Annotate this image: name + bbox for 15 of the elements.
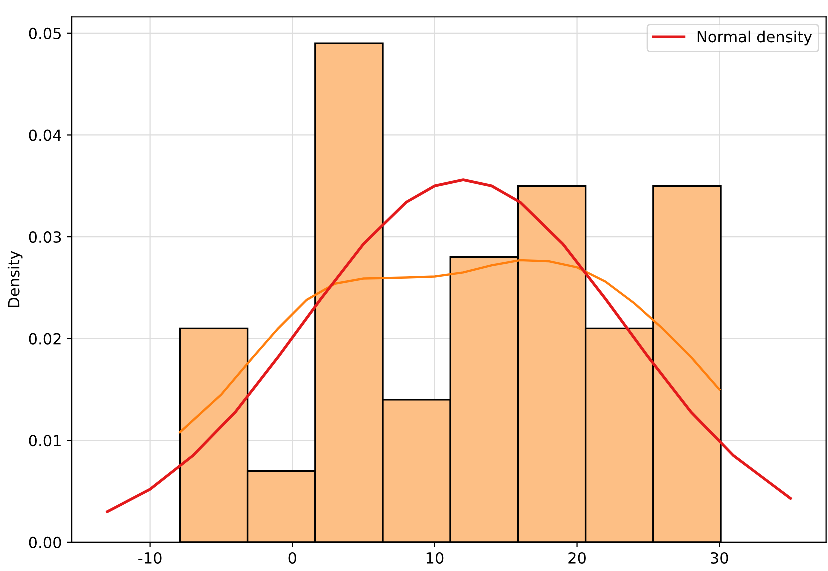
y-tick-label: 0.02 [29,333,61,345]
y-tick-label: 0.00 [29,536,62,548]
y-tick-label: 0.05 [29,28,61,40]
line-series [106,178,792,514]
y-axis-title: Density [8,251,23,308]
x-tick-label: 20 [568,552,586,564]
y-tick-label: 0.01 [29,435,61,447]
x-tick-label: 0 [288,552,296,564]
y-tick-label: 0.04 [29,130,62,142]
x-tick-label: 10 [426,552,444,564]
line-series [179,259,721,434]
x-tick-label: -10 [138,552,162,564]
legend-label: Normal density [698,30,812,46]
x-tick-label: 30 [711,552,728,564]
y-tick-label: 0.03 [29,231,62,244]
